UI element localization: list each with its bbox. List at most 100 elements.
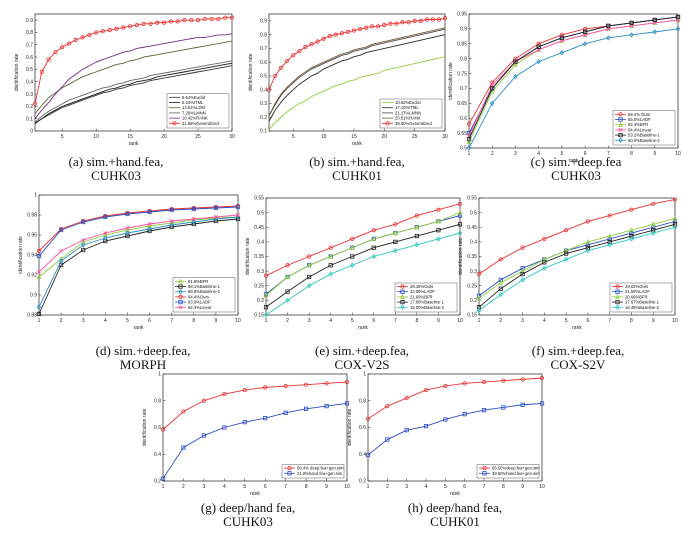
data-point: [414, 224, 420, 230]
y-tick-label: 0.2: [470, 298, 477, 304]
data-point: [147, 223, 152, 229]
series-line-4: [468, 19, 679, 137]
data-point: [466, 136, 472, 142]
data-point: [457, 201, 463, 206]
data-point: [462, 381, 467, 386]
panel-caption: (d) sim.+deep.fea,: [96, 343, 191, 358]
data-point: [235, 204, 241, 210]
legend-marker: [172, 121, 177, 126]
y-tick-label: 0.4: [260, 87, 267, 93]
x-tick-label: 6: [463, 484, 466, 490]
data-point: [371, 253, 377, 260]
legend-label: 17.10%ITML: [395, 105, 419, 110]
data-point: [155, 20, 160, 25]
data-point: [175, 19, 180, 24]
data-point: [141, 21, 146, 26]
data-point: [328, 253, 333, 259]
data-point: [304, 406, 309, 411]
data-point: [216, 16, 221, 22]
data-point: [147, 226, 152, 232]
x-tick-label: 9: [214, 318, 217, 324]
legend-label: 53.2%Baseline-1: [628, 133, 660, 138]
x-tick-label: 9: [653, 151, 656, 157]
data-point: [357, 27, 363, 32]
y-axis-label: identification rate: [248, 53, 254, 91]
data-point: [539, 375, 545, 381]
series-line-5: [34, 33, 233, 119]
data-point: [58, 258, 64, 264]
x-tick-label: 2: [491, 151, 494, 157]
y-tick-label: 0.6: [460, 116, 467, 122]
legend: 28.45%Ours22.09%LADF21.69%BFR17.68%Basel…: [394, 282, 458, 313]
x-tick-label: 25: [412, 134, 418, 140]
x-tick-label: 1: [468, 151, 471, 157]
data-point: [285, 58, 290, 63]
data-point: [59, 227, 64, 233]
y-tick-label: 0.25: [254, 283, 264, 289]
x-tick-label: 6: [372, 318, 375, 324]
y-axis-label: identification rate: [458, 237, 464, 275]
x-tick-label: 2: [286, 318, 289, 324]
legend-marker: [400, 299, 405, 305]
legend-label: 20.66%BFR: [625, 294, 648, 299]
x-tick-label: 9: [437, 318, 440, 324]
data-point: [542, 256, 547, 262]
data-point: [536, 41, 541, 46]
x-tick-label: 20: [382, 134, 388, 140]
series-line-3: [268, 28, 446, 117]
y-axis-label: identification rate: [14, 53, 20, 91]
data-point: [423, 424, 429, 429]
y-tick-label: 0.2: [26, 104, 33, 110]
legend: 10.52%Euclid17.10%ITML21.17%LMNN20.61%RA…: [379, 98, 443, 129]
data-point: [629, 230, 634, 236]
data-point: [651, 228, 656, 233]
series-line-1: [34, 65, 233, 124]
series-line-4: [268, 27, 446, 117]
x-tick-label: 4: [329, 318, 332, 324]
legend-marker: [618, 132, 623, 138]
data-point: [309, 42, 314, 47]
x-axis-label: rank: [450, 491, 460, 497]
data-point: [272, 73, 278, 79]
legend-marker: [178, 294, 183, 299]
series-line-5: [268, 17, 446, 90]
series-line-3: [34, 40, 233, 115]
x-tick-label: 6: [586, 318, 589, 324]
data-point: [650, 221, 656, 227]
x-tick-label: 1: [265, 318, 268, 324]
legend-label: 7.29%LMNN: [182, 110, 206, 115]
panel-caption: CUHK03: [551, 168, 601, 183]
panel-caption: CUHK03: [223, 514, 273, 529]
data-point: [87, 32, 92, 38]
series-line-3: [478, 218, 676, 299]
y-tick-label: 0.2: [260, 115, 267, 121]
legend-label: 10.52%Euclid: [395, 100, 421, 105]
data-point: [542, 265, 547, 271]
panel-caption: CUHK01: [332, 168, 382, 183]
y-tick-label: 0.8: [460, 56, 467, 62]
data-point: [349, 244, 355, 250]
data-point: [37, 270, 41, 274]
y-tick-label: 0.55: [467, 196, 477, 202]
legend-label: 17.68%Baseline-1: [410, 300, 445, 305]
data-point: [307, 274, 312, 280]
data-point: [306, 262, 312, 268]
x-tick-label: 5: [243, 484, 246, 490]
y-tick-label: 0.7: [260, 46, 267, 52]
data-point: [414, 213, 419, 218]
data-point: [324, 381, 329, 386]
x-tick-label: 5: [444, 484, 447, 490]
data-point: [520, 245, 525, 250]
x-tick-label: 9: [521, 484, 524, 490]
data-point: [559, 32, 564, 37]
data-point: [80, 239, 86, 245]
data-point: [345, 29, 350, 34]
data-point: [242, 387, 247, 393]
legend-label: 39.50%hand.fea+gen.sim: [492, 471, 540, 476]
x-tick-label: 3: [82, 318, 85, 324]
x-tick-label: 8: [502, 484, 505, 490]
x-tick-label: 2: [182, 484, 185, 490]
data-point: [36, 274, 42, 280]
data-point: [539, 401, 545, 406]
